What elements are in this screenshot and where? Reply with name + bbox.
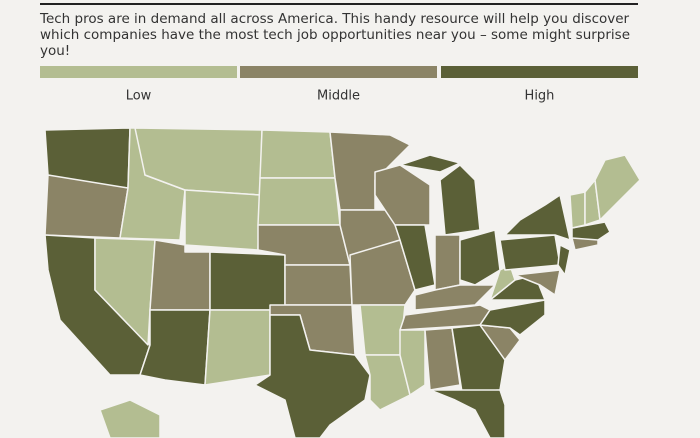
- state: [489, 264, 516, 301]
- state: [479, 299, 546, 336]
- state: [414, 284, 496, 311]
- state: [284, 264, 353, 306]
- state: [254, 314, 371, 438]
- state: [569, 191, 586, 229]
- state: [349, 239, 416, 306]
- state: [204, 309, 271, 386]
- state: [557, 244, 571, 276]
- state: [184, 189, 261, 251]
- state: [209, 251, 286, 311]
- state: [94, 237, 156, 346]
- state: [149, 239, 211, 311]
- state: [459, 229, 501, 286]
- state: [257, 177, 341, 226]
- legend-label: Middle: [317, 89, 360, 104]
- state: [504, 194, 571, 241]
- header-rule: [40, 3, 638, 5]
- legend-label: High: [525, 89, 555, 104]
- intro-text: Tech pros are in demand all across Ameri…: [40, 11, 631, 59]
- legend-swatch: [240, 66, 437, 78]
- state: [429, 389, 506, 438]
- state: [594, 154, 641, 221]
- state: [399, 154, 461, 173]
- state: [499, 234, 561, 271]
- legend-swatch: [441, 66, 638, 78]
- state: [359, 304, 406, 356]
- state: [99, 399, 161, 438]
- state: [424, 327, 461, 391]
- state: [259, 129, 336, 179]
- state: [394, 224, 436, 291]
- state: [514, 269, 561, 296]
- state: [434, 234, 461, 291]
- legend-label: Low: [126, 89, 152, 104]
- state: [439, 164, 481, 236]
- state: [399, 329, 426, 396]
- legend-swatch: [40, 66, 237, 78]
- state: [139, 309, 211, 386]
